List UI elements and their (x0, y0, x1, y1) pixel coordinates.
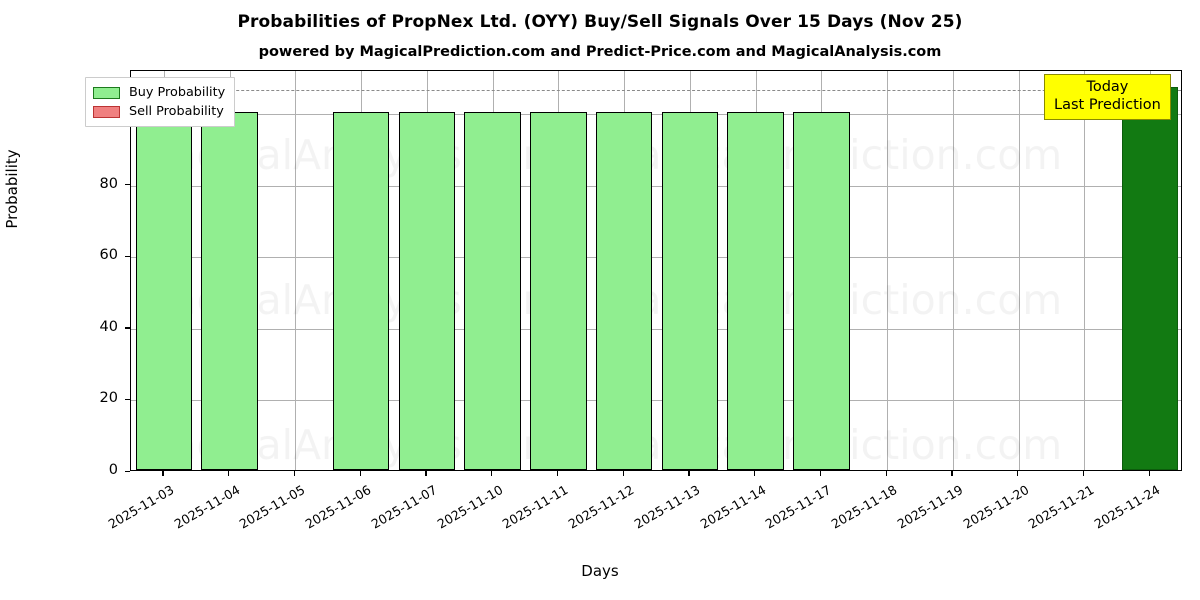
gridline-vertical (295, 71, 297, 470)
x-axis-tick-mark (1148, 471, 1150, 476)
legend-item-buy[interactable]: Buy Probability (93, 83, 225, 102)
bar-buy (793, 111, 850, 470)
bar-buy (530, 111, 587, 470)
y-axis-tick-mark (125, 184, 130, 186)
legend-label-buy: Buy Probability (129, 85, 226, 100)
bar-buy (727, 111, 784, 470)
y-axis-tick-label: 0 (108, 462, 118, 478)
x-axis-tick-mark (162, 471, 164, 476)
bar-buy (661, 111, 719, 470)
x-axis-tick-mark (1017, 471, 1019, 476)
y-axis-label: Probability (3, 149, 21, 229)
y-axis-tick-label: 20 (99, 390, 118, 407)
gridline-vertical (952, 71, 954, 470)
today-annotation-line1: Today (1086, 79, 1129, 95)
x-axis-tick-mark (688, 471, 690, 476)
y-axis-tick-mark (125, 327, 130, 329)
x-axis-tick-mark (885, 471, 887, 476)
legend-swatch-buy-icon (93, 86, 120, 99)
legend-swatch-sell-icon (93, 105, 120, 118)
gridline-vertical (1084, 71, 1086, 470)
x-axis-tick-mark (556, 471, 559, 476)
bar-buy (595, 111, 653, 470)
today-annotation-line2: Last Prediction (1054, 96, 1161, 113)
x-axis-tick-mark (754, 471, 756, 476)
x-axis-tick-mark (293, 471, 296, 476)
gridline-horizontal (131, 113, 1181, 115)
x-axis-tick-mark (228, 471, 230, 476)
y-axis-tick-mark (125, 255, 130, 257)
legend-label-sell: Sell Probability (129, 104, 224, 119)
y-axis-tick-label: 40 (99, 318, 118, 335)
x-axis-tick-mark (622, 471, 624, 476)
y-axis-tick-mark (125, 470, 130, 472)
x-axis-tick-mark (951, 471, 953, 476)
bar-today-buy (1121, 86, 1179, 470)
x-axis-tick-mark (819, 471, 822, 476)
x-axis-tick-mark (1082, 471, 1085, 476)
gridline-horizontal (131, 257, 1181, 259)
bar-buy (201, 111, 258, 470)
bar-buy (464, 111, 521, 470)
chart-legend[interactable]: Buy Probability Sell Probability (85, 77, 236, 127)
bar-buy (135, 111, 193, 470)
y-axis-tick-mark (125, 398, 130, 401)
y-axis-tick-label: 80 (99, 175, 118, 192)
x-axis-tick-mark (359, 471, 361, 476)
reference-dashed-line (131, 90, 1181, 91)
x-axis-tick-mark (491, 471, 493, 476)
x-axis-tick-mark (425, 471, 427, 476)
gridline-horizontal (131, 328, 1181, 330)
chart-title: Probabilities of PropNex Ltd. (OYY) Buy/… (237, 12, 963, 32)
legend-item-sell[interactable]: Sell Probability (93, 102, 225, 121)
gridline-vertical (1018, 71, 1020, 470)
gridline-vertical (887, 71, 889, 470)
bar-buy (398, 111, 456, 470)
plot-area: MagicalAnalysis.comMagicalPrediction.com… (130, 70, 1182, 471)
gridline-horizontal (131, 400, 1181, 402)
chart-subtitle: powered by MagicalPrediction.com and Pre… (258, 44, 942, 60)
today-annotation: Today Last Prediction (1044, 74, 1171, 121)
x-axis-label: Days (581, 562, 619, 580)
gridline-horizontal (131, 185, 1181, 187)
y-axis-tick-label: 60 (99, 247, 118, 264)
bar-buy (332, 111, 390, 470)
